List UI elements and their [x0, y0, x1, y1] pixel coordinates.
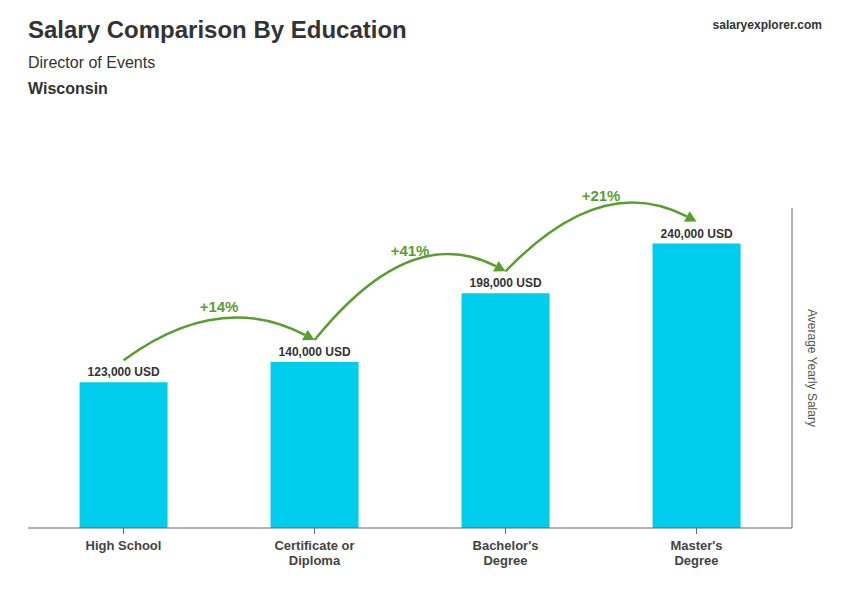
svg-text:+21%: +21%	[582, 187, 621, 204]
svg-text:+41%: +41%	[391, 242, 430, 259]
svg-text:Master'sDegree: Master'sDegree	[670, 538, 722, 568]
svg-text:240,000 USD: 240,000 USD	[661, 227, 733, 241]
html-text:Salary Comparison By Education: Salary Comparison By Education	[28, 16, 407, 43]
svg-text:+14%: +14%	[200, 298, 239, 315]
svg-text:Certificate orDiploma: Certificate orDiploma	[274, 538, 354, 568]
svg-text:123,000 USD: 123,000 USD	[88, 365, 160, 379]
html-text:Director of Events: Director of Events	[28, 54, 156, 71]
svg-text:Bachelor'sDegree: Bachelor'sDegree	[473, 538, 539, 568]
svg-text:Average Yearly Salary: Average Yearly Salary	[805, 309, 819, 427]
svg-text:High School: High School	[86, 538, 162, 553]
html-text:Wisconsin: Wisconsin	[28, 80, 108, 97]
svg-text:198,000 USD: 198,000 USD	[470, 276, 542, 290]
svg-text:140,000 USD: 140,000 USD	[279, 345, 351, 359]
html-text:salaryexplorer.com: salaryexplorer.com	[712, 18, 822, 32]
